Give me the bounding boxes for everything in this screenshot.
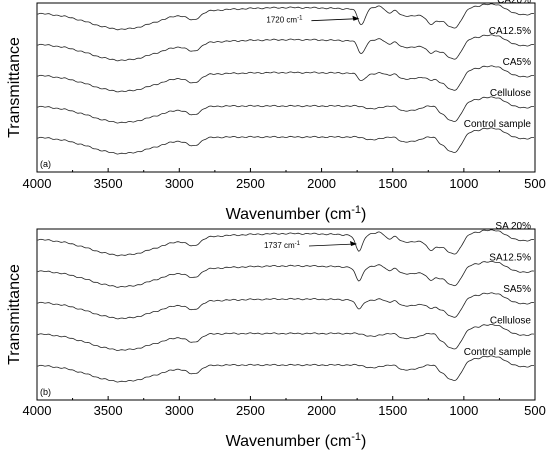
series-label-2: CA12.5% [489, 26, 531, 37]
annotation-text-main: 1720 cm [266, 16, 297, 25]
x-axis-title-tail: ) [361, 206, 366, 223]
x-tick-label: 3000 [165, 403, 194, 418]
series-label-4: Cellulose [490, 316, 532, 327]
annotation-text-main: 1737 cm [264, 241, 295, 250]
x-tick-label: 3000 [165, 176, 194, 191]
x-tick-label: 2500 [236, 403, 265, 418]
x-tick-label: 1500 [378, 403, 407, 418]
x-axis-title-tail: ) [361, 433, 366, 450]
annotation-arrow [311, 18, 358, 22]
series-line-4 [37, 324, 535, 352]
y-axis-title: Transmittance [6, 37, 23, 138]
series-line-3 [37, 65, 535, 93]
x-tick-label: 3500 [94, 176, 123, 191]
x-axis-title: Wavenumber (cm-1) [226, 431, 367, 450]
x-axis-title-sup: -1 [351, 204, 361, 216]
series-line-5 [37, 127, 535, 155]
annotation-text: 1720 cm-1 [266, 16, 303, 25]
chart-panel-b: 4000 3500 3000 2500 2000 1500 1000 500 Transmitt… [6, 221, 546, 450]
x-tick-label: 1000 [449, 176, 478, 191]
panel-label: (a) [40, 159, 51, 169]
x-axis-title-main: Wavenumber (cm [226, 206, 352, 223]
x-axis-title-sup: -1 [351, 431, 361, 443]
series-label-2: SA12.5% [489, 253, 531, 264]
x-tick-label: 4000 [23, 403, 52, 418]
x-tick-label: 500 [524, 176, 546, 191]
y-axis-title: Transmittance [6, 264, 23, 365]
x-tick-label: 4000 [23, 176, 52, 191]
series-line-1 [37, 3, 535, 31]
series-label-5: Control sample [464, 119, 532, 130]
series-label-3: SA5% [503, 284, 531, 295]
x-tick-label: 2000 [307, 403, 336, 418]
series-line-5 [37, 355, 535, 383]
x-axis-title: Wavenumber (cm-1) [226, 204, 367, 223]
x-tick-label: 1500 [378, 176, 407, 191]
x-tick-label: 500 [524, 403, 546, 418]
x-tick-label: 1000 [449, 403, 478, 418]
chart-panel-a: 4000 3500 3000 2500 2000 1500 1000 500 Transmitt… [6, 0, 546, 223]
annotation-text: 1737 cm-1 [264, 241, 301, 250]
x-tick-label: 3500 [94, 403, 123, 418]
series-line-2 [37, 260, 535, 288]
series-line-2 [37, 34, 535, 62]
series-line-1 [37, 229, 535, 257]
annotation-text-sup: -1 [295, 241, 301, 247]
series-line-3 [37, 292, 535, 320]
series-label-5: Control sample [464, 347, 532, 358]
x-axis-title-main: Wavenumber (cm [226, 433, 352, 450]
annotation-arrow [308, 243, 356, 247]
series-label-1: CA20% [497, 0, 531, 6]
panel-label: (b) [40, 387, 51, 397]
series-line-4 [37, 96, 535, 124]
x-tick-label: 2500 [236, 176, 265, 191]
series-label-4: Cellulose [490, 88, 532, 99]
annotation-text-sup: -1 [297, 16, 303, 22]
series-label-3: CA5% [503, 57, 531, 68]
annotation-arrowhead [352, 15, 360, 21]
annotation-arrowhead [349, 240, 357, 246]
x-tick-label: 2000 [307, 176, 336, 191]
series-label-1: SA 20% [495, 221, 531, 232]
